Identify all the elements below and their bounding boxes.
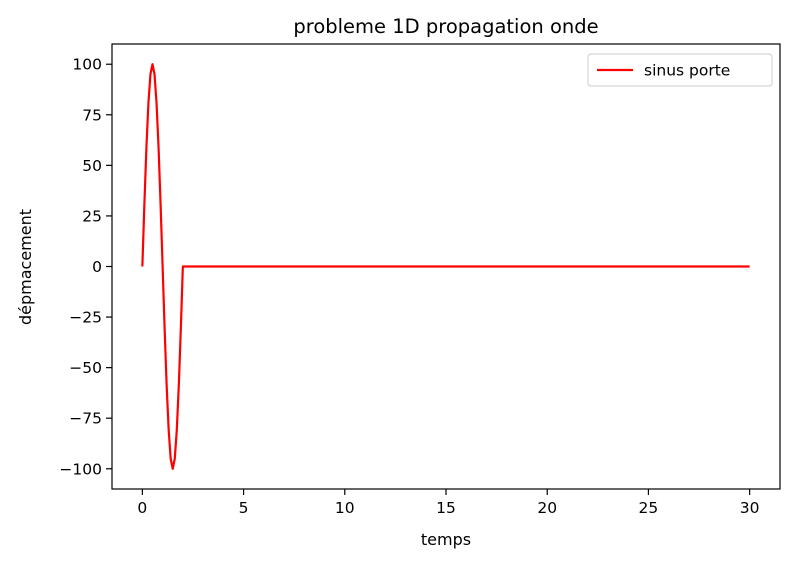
x-axis-label: temps xyxy=(421,530,471,549)
series-line-0 xyxy=(141,63,750,470)
y-tick-label: −75 xyxy=(69,410,102,428)
y-tick-label: 25 xyxy=(82,207,102,225)
legend-box xyxy=(587,53,773,87)
y-tick-label: 75 xyxy=(82,106,102,124)
x-tick-label: 10 xyxy=(335,499,355,517)
plot-area: 0 5 10 15 20 25 30 100 75 50 25 0 −25 −50 −75 −100 xyxy=(59,43,781,517)
x-tick-label: 5 xyxy=(239,499,249,517)
y-tick-label: 100 xyxy=(72,56,102,74)
y-tick-label: −25 xyxy=(69,309,102,327)
x-tick-label: 0 xyxy=(137,499,147,517)
legend: sinus porte xyxy=(587,53,773,87)
x-tick-label: 25 xyxy=(639,499,659,517)
x-tick-label: 30 xyxy=(740,499,760,517)
y-axis-label: dépmacement xyxy=(16,209,35,325)
x-tick-label: 20 xyxy=(537,499,557,517)
legend-label: sinus porte xyxy=(644,62,730,80)
y-tick-label: −100 xyxy=(59,460,102,478)
chart-title: probleme 1D propagation onde xyxy=(293,15,598,38)
y-tick-label: 0 xyxy=(92,258,102,276)
y-tick-label: 50 xyxy=(82,157,102,175)
y-tick-label: −50 xyxy=(69,359,102,377)
x-tick-label: 15 xyxy=(436,499,456,517)
